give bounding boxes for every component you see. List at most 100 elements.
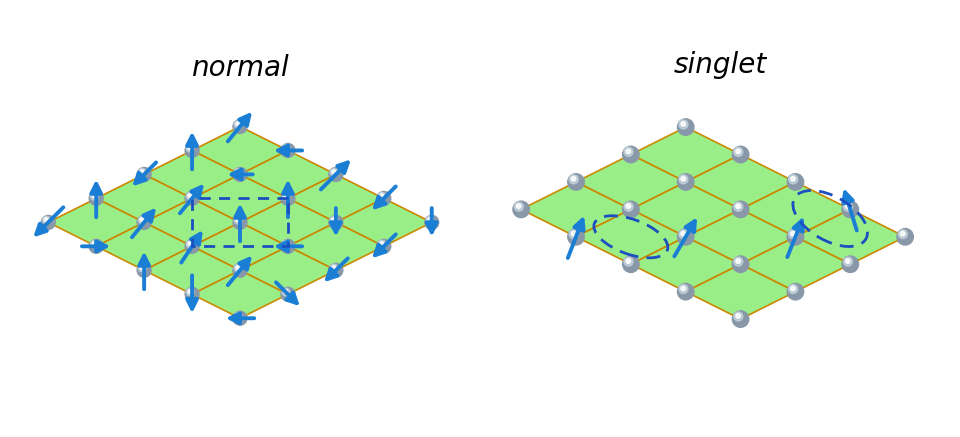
Circle shape [282,144,290,152]
Circle shape [236,266,240,270]
Circle shape [733,202,743,211]
Circle shape [186,288,194,296]
Circle shape [188,146,192,150]
Polygon shape [240,150,336,198]
Circle shape [678,229,694,245]
Polygon shape [796,209,905,264]
Title: singlet: singlet [673,51,767,79]
Polygon shape [240,246,336,294]
Polygon shape [631,237,740,291]
Circle shape [623,201,639,218]
Circle shape [626,204,631,208]
Circle shape [186,192,194,200]
Circle shape [626,149,631,154]
Circle shape [681,177,685,181]
Polygon shape [144,150,240,198]
Circle shape [42,216,50,224]
Polygon shape [48,198,144,246]
Circle shape [623,146,639,163]
Polygon shape [631,127,740,182]
Circle shape [233,311,247,325]
Circle shape [284,242,288,246]
Circle shape [140,218,144,222]
Circle shape [791,286,795,291]
Circle shape [282,240,290,248]
Circle shape [284,146,288,150]
Circle shape [679,284,688,294]
Circle shape [185,191,199,205]
Circle shape [624,147,633,156]
Polygon shape [288,222,384,271]
Circle shape [233,215,247,229]
Circle shape [735,314,740,318]
Circle shape [679,175,688,184]
Circle shape [140,170,144,174]
Circle shape [842,201,858,218]
Circle shape [787,284,804,300]
Circle shape [380,194,384,198]
Circle shape [626,259,631,264]
Polygon shape [192,222,288,271]
Circle shape [844,257,852,266]
Circle shape [571,177,576,181]
Polygon shape [288,174,384,222]
Circle shape [138,264,146,272]
Circle shape [378,192,386,200]
Circle shape [787,229,804,245]
Circle shape [569,229,578,239]
Polygon shape [192,174,288,222]
Circle shape [89,191,103,205]
Circle shape [281,239,295,253]
Polygon shape [685,209,796,264]
Circle shape [281,143,295,157]
Polygon shape [740,182,851,237]
Circle shape [236,122,240,126]
Circle shape [234,121,242,128]
Circle shape [897,229,913,245]
Polygon shape [576,155,685,209]
Circle shape [681,286,685,291]
Circle shape [236,170,240,174]
Polygon shape [96,222,192,271]
Circle shape [140,266,144,270]
Circle shape [137,264,151,277]
Circle shape [89,239,103,253]
Polygon shape [96,174,192,222]
Circle shape [377,191,391,205]
Circle shape [735,204,740,208]
Circle shape [234,312,242,320]
Circle shape [281,191,295,205]
Polygon shape [740,237,851,291]
Circle shape [567,229,585,245]
Circle shape [377,239,391,253]
Polygon shape [685,264,796,319]
Circle shape [188,194,192,198]
Circle shape [571,231,576,236]
Circle shape [281,287,295,301]
Circle shape [329,215,343,229]
Circle shape [733,257,743,266]
Circle shape [426,216,434,224]
Circle shape [842,256,858,272]
Polygon shape [192,126,288,174]
Circle shape [624,202,633,211]
Circle shape [185,143,199,157]
Circle shape [513,201,529,218]
Polygon shape [631,182,740,237]
Circle shape [678,173,694,190]
Circle shape [732,146,749,163]
Circle shape [92,242,96,246]
Circle shape [733,312,743,321]
Circle shape [282,192,290,200]
Circle shape [846,204,851,208]
Circle shape [284,290,288,294]
Circle shape [787,173,804,190]
Circle shape [90,240,98,248]
Circle shape [233,120,247,133]
Circle shape [330,264,338,272]
Circle shape [332,170,336,174]
Circle shape [137,167,151,181]
Circle shape [681,231,685,236]
Circle shape [735,149,740,154]
Polygon shape [144,246,240,294]
